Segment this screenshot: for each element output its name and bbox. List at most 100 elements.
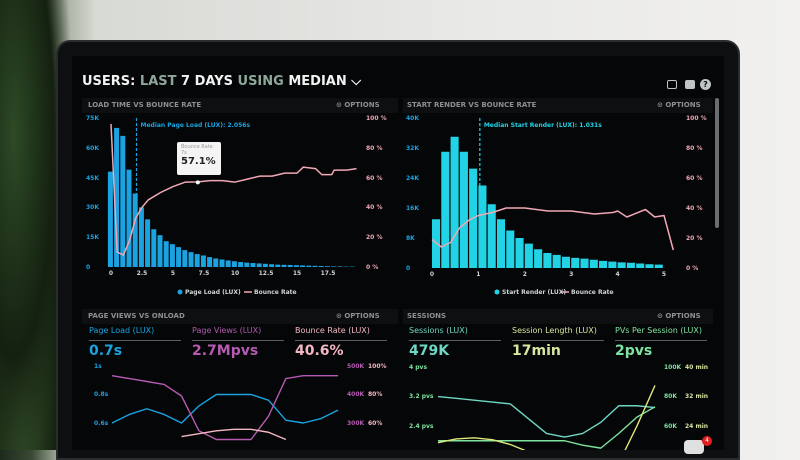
histogram-bar (294, 265, 299, 267)
left-axis-tick: 32K (406, 145, 419, 152)
histogram-bar (213, 258, 218, 267)
right-axis-tick: 24 min (685, 423, 708, 430)
metric-label: PVs Per Session (LUX) (615, 326, 702, 335)
legend-label: Bounce Rate (571, 289, 614, 296)
histogram-bar (207, 257, 212, 267)
histogram-bar (580, 259, 588, 268)
x-axis-tick: 5 (662, 271, 666, 278)
histogram-bar (139, 207, 144, 267)
histogram-bar (645, 264, 653, 268)
histogram-bar (306, 266, 311, 267)
histogram-bar (516, 238, 524, 268)
legend-label: Page Load (LUX) (185, 289, 241, 296)
right-axis-tick: 100% (368, 363, 387, 370)
right-axis-tick: 80% (368, 391, 382, 398)
right-axis-tick: 32 min (685, 393, 708, 400)
histogram-bar (451, 137, 459, 268)
x-axis-tick: 12.5 (259, 270, 274, 277)
bounce-rate-line (432, 208, 673, 250)
right-axis-tick: 60 % (366, 175, 382, 182)
right-axis-tick: 80K (664, 393, 677, 400)
histogram-bar (145, 219, 150, 267)
histogram-bar (120, 136, 125, 267)
histogram-bar (553, 255, 561, 268)
chat-icon[interactable] (684, 440, 704, 454)
right-axis-tick: 100 % (366, 115, 387, 122)
tooltip-point (196, 180, 200, 184)
x-axis-tick: 1 (476, 271, 480, 278)
legend-marker (495, 290, 500, 295)
right-axis-tick: 100K (664, 364, 681, 371)
x-axis-tick: 4 (616, 271, 620, 278)
metric-value: 17min (512, 343, 561, 359)
median-label: Median Start Render (LUX): 1.031s (484, 122, 602, 129)
tooltip: Bounce Rate 7s 57.1% (177, 142, 221, 175)
histogram-bar (195, 254, 200, 267)
legend-label: Bounce Rate (254, 289, 297, 296)
histogram-bar (263, 264, 268, 267)
histogram-bar (460, 152, 468, 268)
histogram-bar (201, 255, 206, 267)
right-axis-tick: 0 % (686, 265, 698, 272)
right-axis-tick: 40 % (686, 205, 702, 212)
histogram-bar (275, 265, 280, 267)
histogram-bar (108, 172, 113, 267)
left-axis-tick: 45K (86, 175, 99, 182)
metric-value: 0.7s (89, 343, 122, 359)
x-axis-tick: 10 (231, 270, 239, 277)
series-line (438, 407, 655, 448)
histogram-bar (158, 235, 163, 267)
histogram-bar (170, 244, 175, 267)
histogram-bar (151, 229, 156, 267)
histogram-bar (251, 263, 256, 267)
right-axis-tick: 300K (347, 420, 364, 427)
left-axis-tick: 16K (406, 205, 419, 212)
histogram-bar (313, 266, 318, 267)
metric-value: 2.7Mpvs (192, 343, 258, 359)
histogram-bar (478, 186, 486, 269)
histogram-bar (627, 263, 635, 268)
left-axis-tick: 0 (86, 264, 90, 271)
histogram-bar (497, 219, 505, 268)
metric-label: Sessions (LUX) (409, 326, 468, 335)
histogram-bar (182, 250, 187, 267)
histogram-bar (238, 262, 243, 267)
left-axis-tick: 4 pvs (409, 364, 427, 371)
divider (409, 340, 501, 341)
histogram-bar (244, 263, 249, 267)
left-axis-tick: 30K (86, 204, 99, 211)
left-axis-tick: 2.4 pvs (409, 423, 434, 430)
right-axis-tick: 60 % (686, 175, 702, 182)
divider (295, 340, 387, 341)
metric-label: Session Length (LUX) (512, 326, 597, 335)
x-axis-tick: 7.5 (199, 270, 210, 277)
right-axis-tick: 40 % (366, 204, 382, 211)
right-axis-tick: 0 % (366, 264, 378, 271)
metric-label: Page Views (LUX) (192, 326, 261, 335)
histogram-bar (226, 260, 231, 267)
left-axis-tick: 3.2 pvs (409, 393, 434, 400)
right-axis-tick: 500K (347, 363, 364, 370)
histogram-bar (590, 260, 598, 268)
histogram-bar (325, 266, 330, 267)
left-axis-tick: 0.8s (94, 391, 108, 398)
x-axis-tick: 0 (109, 270, 113, 277)
histogram-bar (220, 259, 225, 267)
histogram-bar (337, 266, 342, 267)
histogram-bar (189, 252, 194, 267)
histogram-bar (127, 170, 132, 267)
left-axis-tick: 60K (86, 145, 99, 152)
histogram-bar (176, 247, 181, 267)
x-axis-tick: 0 (430, 271, 434, 278)
legend-marker (178, 290, 183, 295)
histogram-bar (319, 266, 324, 267)
right-axis-tick: 20 % (686, 235, 702, 242)
histogram-bar (571, 258, 579, 268)
legend-label: Start Render (LUX) (502, 289, 566, 296)
right-axis-tick: 20 % (366, 234, 382, 241)
left-axis-tick: 75K (86, 115, 99, 122)
histogram-bar (282, 265, 287, 267)
histogram-bar (562, 257, 570, 268)
metric-value: 2pvs (615, 343, 652, 359)
right-axis-tick: 60% (368, 420, 382, 427)
